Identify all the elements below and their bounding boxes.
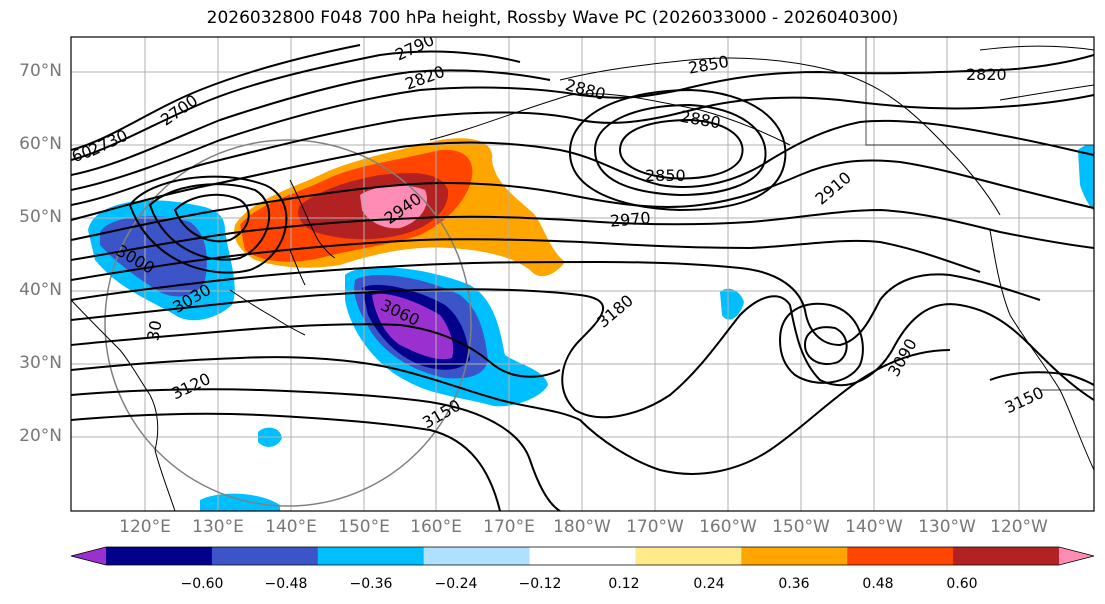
lon-label: 140°W — [845, 517, 903, 537]
radius-circle — [104, 139, 472, 507]
colorbar-tick-label: 0.60 — [946, 576, 978, 592]
colorbar-tick-label: −0.36 — [349, 576, 393, 592]
colorbar-box — [423, 547, 531, 565]
arctic-coast — [979, 45, 1094, 101]
negative-anomaly-east-edge — [1078, 144, 1094, 211]
lon-label: 160°E — [410, 517, 462, 537]
colorbar-tick-label: 0.48 — [862, 576, 894, 592]
lon-label: 150°E — [338, 517, 390, 537]
asia-coast — [71, 299, 176, 511]
lon-label: 180°W — [553, 517, 611, 537]
lat-label: 60°N — [19, 134, 62, 154]
lon-label: 160°W — [699, 517, 757, 537]
alaska-coast — [559, 57, 1001, 216]
map-border — [70, 36, 1095, 512]
contour-label: 30 — [143, 319, 165, 342]
negative-anomaly-small-3 — [200, 493, 280, 511]
colorbar-box — [847, 547, 954, 565]
lon-label: 170°W — [626, 517, 684, 537]
lon-label: 130°W — [918, 517, 976, 537]
colorbar — [70, 546, 1095, 566]
colorbar-tick-label: 0.24 — [693, 576, 725, 592]
lon-label: 140°E — [265, 517, 317, 537]
colorbar-tick-label: −0.60 — [180, 576, 224, 592]
contour-label: 2970 — [609, 208, 651, 230]
colorbar-box — [635, 547, 742, 565]
lat-label: 50°N — [19, 207, 62, 227]
lat-label: 40°N — [19, 280, 62, 300]
colorbar-box — [953, 547, 1060, 565]
lon-label: 120°E — [119, 517, 171, 537]
lon-label: 170°E — [483, 517, 535, 537]
colorbar-box — [529, 547, 636, 565]
colorbar-extend-min — [71, 547, 106, 565]
japan-islands — [229, 249, 306, 336]
colorbar-tick-label: 0.12 — [608, 576, 640, 592]
colorbar-box — [741, 547, 848, 565]
contour-label: 2850 — [645, 166, 686, 185]
colorbar-box — [317, 547, 425, 565]
aleutian-coast — [429, 93, 791, 146]
contour-label: 60 — [69, 141, 95, 166]
colorbar-tick-label: 0.36 — [778, 576, 810, 592]
colorbar-box — [211, 547, 319, 565]
lon-label: 130°E — [192, 517, 244, 537]
colorbar-tick-label: −0.24 — [434, 576, 478, 592]
map-title: 2026032800 F048 700 hPa height, Rossby W… — [206, 8, 899, 28]
height-contours — [71, 44, 1094, 511]
colorbar-box — [106, 547, 213, 565]
lat-label: 20°N — [19, 426, 62, 446]
north-america-coast — [989, 229, 1094, 471]
negative-anomaly-small-1 — [720, 288, 744, 320]
colorbar-tick-label: −0.12 — [518, 576, 562, 592]
colorbar-outline — [70, 546, 1095, 566]
lon-label: 150°W — [772, 517, 830, 537]
lat-label: 30°N — [19, 353, 62, 373]
lon-label: 120°W — [990, 517, 1048, 537]
colorbar-extend-max — [1059, 547, 1094, 565]
contour-label: 2820 — [966, 65, 1007, 84]
lat-label: 70°N — [19, 61, 62, 81]
colorbar-tick-label: −0.48 — [264, 576, 308, 592]
